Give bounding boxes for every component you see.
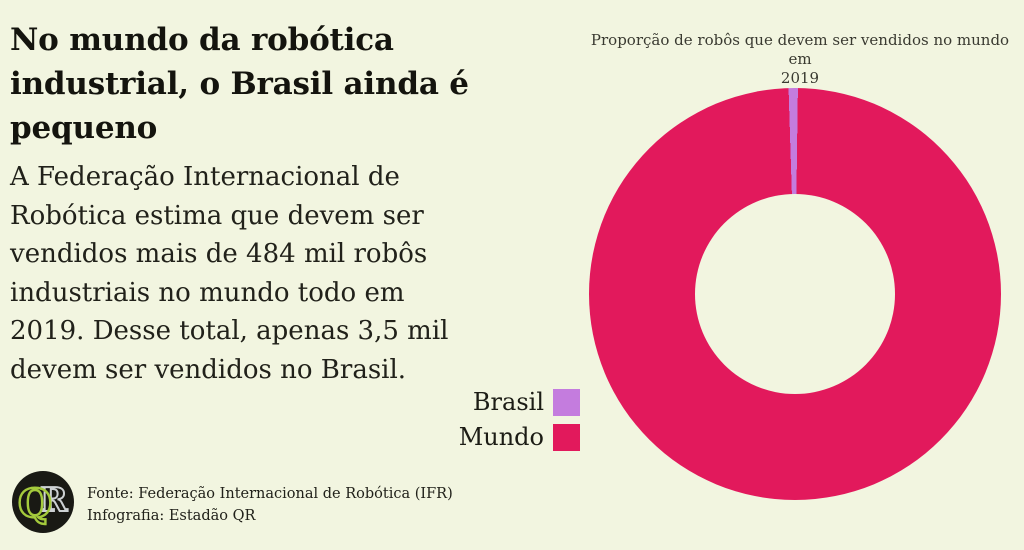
legend-item-brasil: Brasil: [400, 389, 580, 416]
chart-title: Proporção de robôs que devem ser vendido…: [590, 31, 1010, 87]
donut-hole: [695, 194, 895, 394]
article-body-text: A Federação Internacional de Robótica es…: [10, 162, 449, 385]
estadao-qr-logo: R Q: [12, 471, 74, 533]
legend-swatch-brasil: [553, 389, 580, 416]
logo-letter-r: R: [40, 480, 68, 519]
credit-line: Infografia: Estadão QR: [87, 507, 256, 524]
legend-label-mundo: Mundo: [458, 423, 544, 451]
donut-chart: [589, 88, 1001, 500]
chart-legend: Brasil Mundo: [400, 389, 580, 459]
source-line: Fonte: Federação Internacional de Robóti…: [87, 486, 453, 502]
footer-credits: Fonte: Federação Internacional de Robóti…: [87, 484, 507, 527]
logo-letter-q: Q: [18, 481, 52, 527]
legend-label-brasil: Brasil: [472, 388, 544, 416]
logo-circle: [12, 471, 74, 533]
legend-swatch-mundo: [553, 424, 580, 451]
headline: No mundo da robótica industrial, o Brasi…: [10, 22, 469, 146]
legend-item-mundo: Mundo: [400, 424, 580, 451]
